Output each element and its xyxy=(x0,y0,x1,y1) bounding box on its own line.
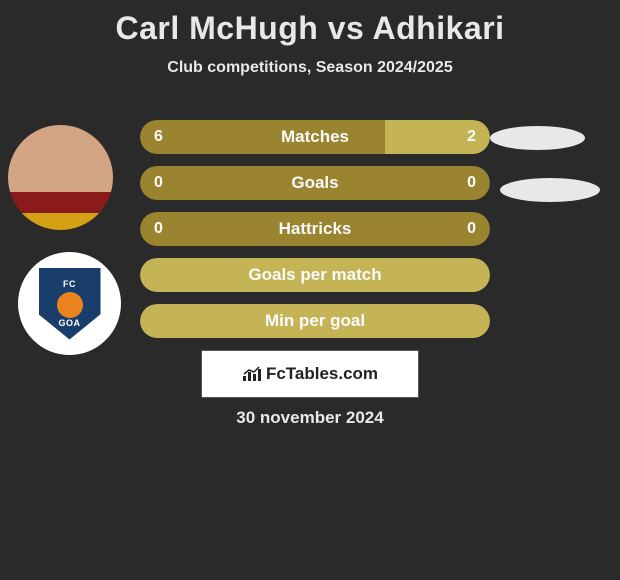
player-left-avatar xyxy=(8,125,113,230)
chart-icon xyxy=(242,366,262,382)
decorative-ellipse xyxy=(500,178,600,202)
stat-value-left: 0 xyxy=(154,220,163,238)
stat-value-right: 0 xyxy=(467,174,476,192)
watermark-text: FcTables.com xyxy=(266,364,378,384)
stat-label: Goals xyxy=(140,173,490,193)
stat-value-left: 6 xyxy=(154,128,163,146)
club-logo: FC GOA xyxy=(18,252,121,355)
stat-row: Goals per match xyxy=(140,258,490,292)
comparison-card: Carl McHugh vs Adhikari Club competition… xyxy=(0,0,620,580)
stat-value-left: 0 xyxy=(154,174,163,192)
date-text: 30 november 2024 xyxy=(0,408,620,428)
stat-row: Min per goal xyxy=(140,304,490,338)
stat-value-right: 0 xyxy=(467,220,476,238)
stat-value-right: 2 xyxy=(467,128,476,146)
stat-label: Matches xyxy=(140,127,490,147)
avatar-placeholder xyxy=(8,125,113,230)
page-title: Carl McHugh vs Adhikari xyxy=(0,0,620,47)
stat-row: Matches6 2 xyxy=(140,120,490,154)
stat-row: Goals0 0 xyxy=(140,166,490,200)
club-label-bottom: GOA xyxy=(58,318,80,328)
club-ball-icon xyxy=(57,292,83,318)
subtitle: Club competitions, Season 2024/2025 xyxy=(0,59,620,77)
stat-label: Goals per match xyxy=(140,265,490,285)
stat-label: Hattricks xyxy=(140,219,490,239)
club-shield-icon: FC GOA xyxy=(39,268,101,340)
stats-area: Matches62Goals00Hattricks00Goals per mat… xyxy=(140,120,490,350)
decorative-ellipse xyxy=(490,126,585,150)
stat-row: Hattricks0 0 xyxy=(140,212,490,246)
club-label-top: FC xyxy=(63,279,76,289)
watermark: FcTables.com xyxy=(201,350,419,398)
stat-label: Min per goal xyxy=(140,311,490,331)
